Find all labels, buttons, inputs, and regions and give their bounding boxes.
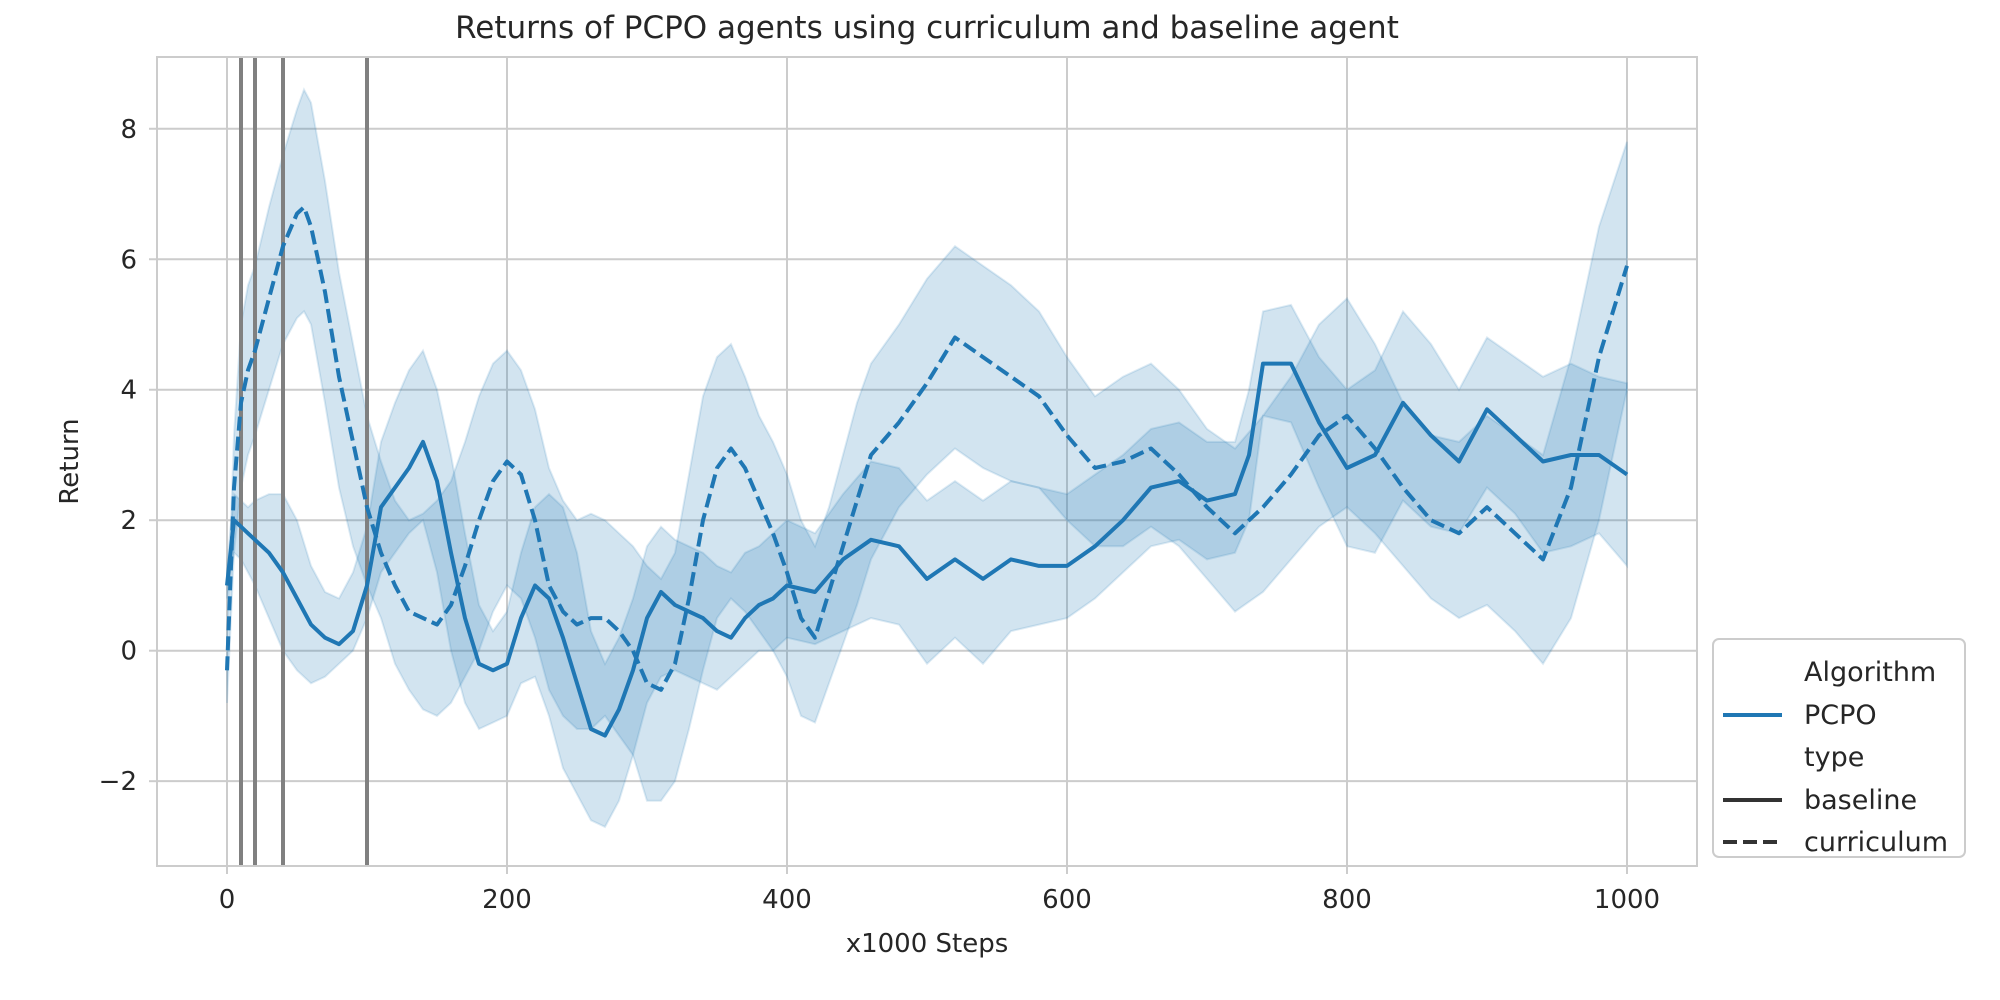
line-curriculum [225,205,1629,692]
y-axis-label: Return [55,418,85,504]
legend-label-baseline: baseline [1804,785,1917,816]
y-tick-label: 6 [120,245,137,275]
legend-box [1712,638,1966,858]
x-axis-label: x1000 Steps [846,929,1009,959]
legend-header-algorithm: Algorithm [1804,657,1936,688]
x-tick-label: 1000 [1594,885,1660,915]
y-tick-label: 2 [120,506,137,536]
x-tick-label: 600 [1042,885,1092,915]
x-tick-label: 0 [219,885,236,915]
plot-frame [156,56,1698,867]
x-tick-label: 400 [762,885,812,915]
y-tick-label: 0 [120,637,137,667]
x-tick-label: 200 [482,885,532,915]
x-tick-label: 800 [1322,885,1372,915]
line-baseline [225,361,1629,738]
y-tick-label: −2 [99,767,137,797]
legend-label-curriculum: curriculum [1804,827,1948,858]
confidence-bands [226,87,1628,829]
legend-label-pcpo: PCPO [1804,700,1877,731]
grid [157,57,1697,866]
chart-title: Returns of PCPO agents using curriculum … [455,10,1399,46]
y-tick-label: 8 [120,115,137,145]
series-lines [225,205,1629,738]
legend: Algorithm PCPO type baseline curriculum [1712,638,1966,858]
y-tick-label: 4 [120,376,137,406]
axis-ticks: 0 200 400 600 800 1000 −2 0 2 4 6 8 [99,115,1660,915]
band-baseline [226,303,1628,829]
curriculum-stage-lines [239,57,369,866]
legend-header-type: type [1804,742,1864,773]
